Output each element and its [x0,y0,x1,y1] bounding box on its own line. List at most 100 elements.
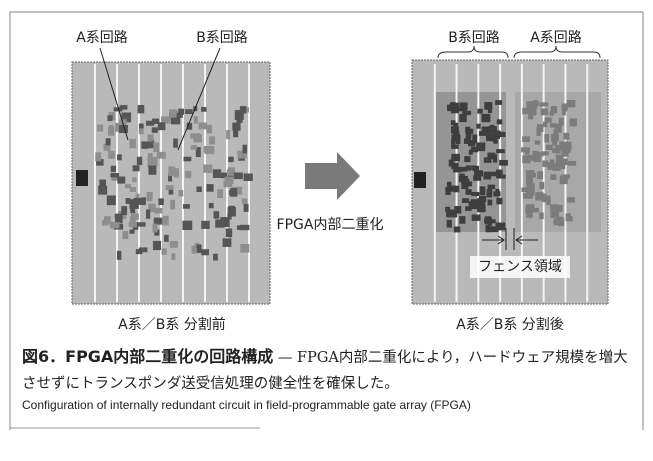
logic-cell [184,157,192,162]
caption-separator: — [278,350,293,366]
logic-cell [493,154,497,162]
logic-cell [451,163,458,170]
logic-cell [566,213,571,221]
logic-cell [108,151,115,159]
logic-cell [98,186,107,195]
logic-cell [148,157,158,166]
logic-cell [153,241,161,250]
logic-cell [567,197,575,202]
logic-cell [456,136,461,144]
stripe [138,64,140,302]
logic-cell [117,154,122,160]
logic-cell [170,200,175,209]
logic-cell [466,133,472,139]
logic-cell [233,130,238,137]
brace [514,46,600,58]
logic-cell [479,131,487,136]
logic-cell [530,156,534,161]
logic-cell [459,114,466,122]
logic-cell [240,106,247,113]
logic-cell [522,136,530,142]
logic-cell [122,231,128,239]
logic-cell [476,124,480,129]
logic-cell [526,193,533,199]
logic-cell [468,140,475,147]
logic-cell [138,222,146,226]
logic-cell [454,226,460,232]
logic-cell [109,125,113,133]
logic-cell [141,141,148,148]
logic-cell [230,188,237,197]
logic-cell [176,113,183,118]
logic-cell [134,198,139,202]
stripe [248,64,250,302]
logic-cell [106,138,111,145]
logic-cell [228,157,233,162]
logic-cell [121,206,127,215]
logic-cell [132,177,136,182]
arrow [305,152,360,200]
logic-cell [201,249,209,255]
brace [438,46,508,58]
logic-cell [451,138,455,145]
logic-cell [554,219,560,226]
logic-cell [453,186,459,193]
caption-english: Configuration of internally redundant ci… [22,398,634,412]
logic-cell [473,175,481,181]
logic-cell [471,192,479,196]
logic-cell [454,206,461,214]
logic-cell [487,189,493,197]
logic-cell [227,169,231,174]
logic-cell [225,177,234,184]
stripe [204,64,206,302]
logic-cell [550,211,559,218]
logic-cell [129,139,136,148]
logic-cell [560,176,568,185]
logic-cell [111,166,116,172]
logic-cell [191,145,197,149]
logic-cell [223,238,232,247]
logic-cell [484,157,492,163]
logic-cell [133,165,140,171]
logic-cell [549,111,553,115]
logic-cell [482,114,491,122]
logic-cell [242,198,247,203]
logic-cell [158,198,164,205]
logic-cell [148,134,154,141]
logic-cell [561,150,568,157]
logic-cell [194,116,198,123]
logic-cell [228,207,236,216]
logic-cell [234,172,243,179]
logic-cell [539,102,548,106]
logic-cell [206,184,213,192]
logic-cell [240,244,249,252]
stripe [182,64,184,302]
logic-cell [213,169,221,178]
logic-cell [472,166,477,171]
logic-cell [99,180,106,187]
io-block [414,172,426,188]
logic-cell [447,220,452,228]
logic-cell [537,124,543,132]
logic-cell [129,222,137,227]
logic-cell [232,123,240,131]
logic-cell [158,122,165,130]
logic-cell [196,187,201,192]
logic-cell [153,224,158,233]
logic-cell [451,144,459,148]
logic-cell [214,211,220,219]
logic-cell [542,160,548,166]
logic-cell [497,119,502,124]
logic-cell [206,125,212,134]
logic-cell [201,107,206,112]
logic-cell [169,109,176,117]
logic-cell [499,160,508,166]
logic-cell [490,226,498,232]
logic-cell [488,126,497,133]
logic-cell [169,189,174,194]
stripe [160,64,162,302]
panel-caption: A系／B系 分割後 [456,316,564,333]
logic-cell [138,105,145,113]
logic-cell [209,203,214,208]
logic-cell [471,147,477,152]
